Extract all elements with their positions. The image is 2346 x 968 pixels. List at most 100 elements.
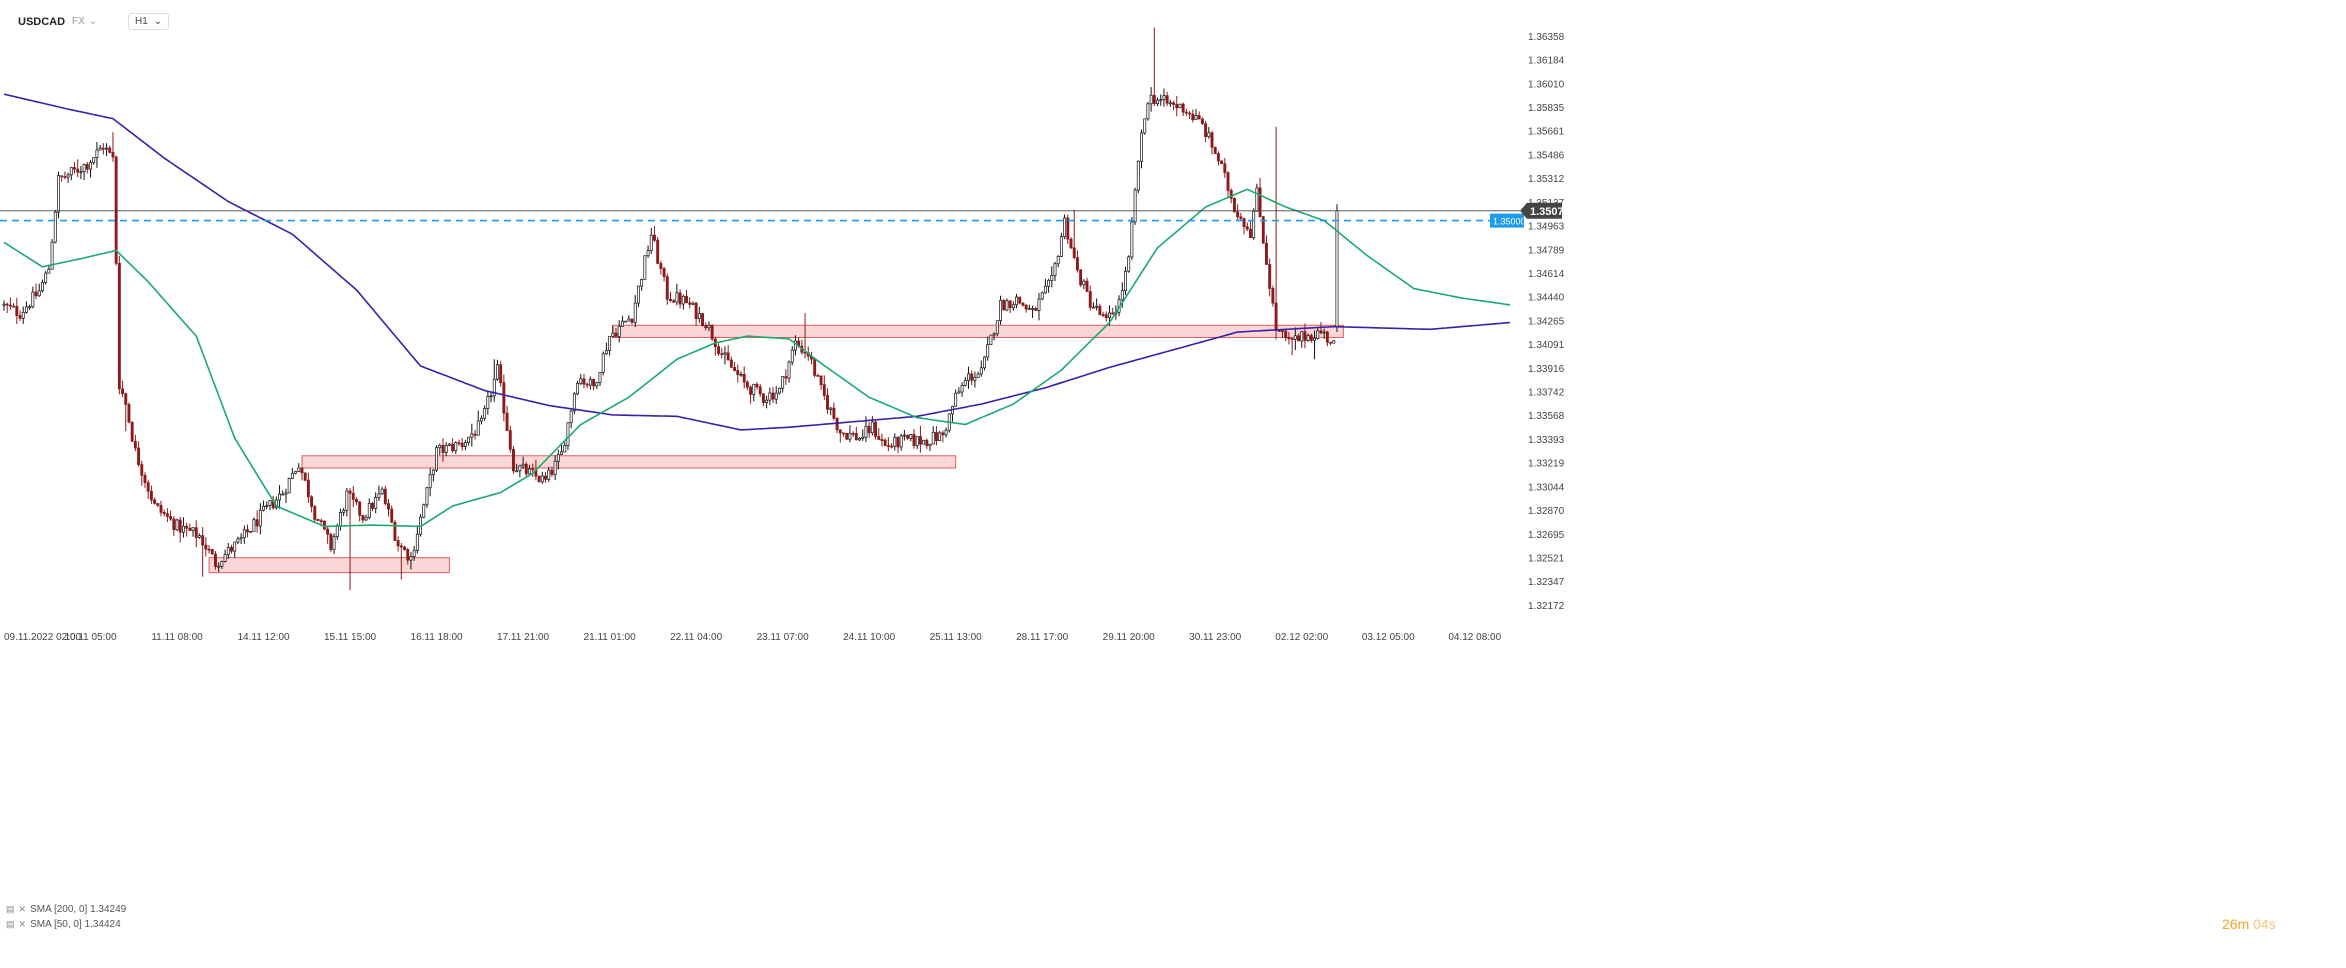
candle-body: [1098, 305, 1102, 315]
candle: [685, 289, 688, 304]
support-resistance-zone: [301, 455, 957, 469]
candle: [1335, 204, 1339, 333]
eye-icon[interactable]: ▤: [6, 919, 15, 929]
timeframe-dropdown[interactable]: H1 ⌄: [128, 13, 170, 30]
candle: [294, 471, 298, 475]
candle-body: [1252, 210, 1256, 239]
candle: [37, 283, 41, 297]
candle: [236, 536, 240, 545]
candle-body: [12, 305, 16, 308]
candle: [832, 402, 836, 421]
candle-body: [53, 211, 57, 243]
candle: [717, 343, 720, 357]
candle: [899, 433, 903, 451]
candle: [608, 336, 612, 356]
candle: [1249, 220, 1252, 239]
candle-body: [463, 442, 467, 447]
candle-body: [585, 383, 589, 386]
candle: [999, 295, 1002, 325]
candle-body: [989, 334, 993, 345]
candle-body: [858, 438, 861, 441]
candle: [925, 438, 929, 449]
candle-body: [560, 451, 563, 456]
candle-body: [127, 404, 131, 423]
candle-body: [1152, 94, 1156, 104]
legend-item-sma200[interactable]: ▤ ✕ SMA [200, 0] 1.34249: [6, 902, 126, 917]
candle-body: [569, 410, 573, 424]
close-icon[interactable]: ✕: [18, 919, 27, 929]
support-resistance-zone: [612, 324, 1344, 338]
symbol-label[interactable]: USDCAD: [18, 16, 66, 28]
candle-body: [345, 490, 349, 511]
x-tick-label: 22.11 04:00: [670, 632, 723, 643]
candle: [723, 346, 727, 365]
candle-body: [794, 340, 797, 351]
candle: [976, 371, 980, 378]
candle: [428, 468, 432, 497]
candle: [829, 406, 833, 416]
candle-body: [669, 298, 672, 301]
legend-item-sma50[interactable]: ▤ ✕ SMA [50, 0] 1.34424: [6, 917, 126, 932]
candle-body: [60, 175, 64, 178]
candle: [457, 439, 461, 447]
candle-body: [255, 519, 259, 527]
candle: [720, 348, 724, 359]
candle-body: [973, 377, 977, 381]
candle: [329, 532, 333, 553]
y-tick-label: 1.36010: [1528, 79, 1565, 90]
candle-body: [656, 239, 660, 264]
candle: [393, 519, 397, 542]
close-icon[interactable]: ✕: [18, 904, 27, 914]
candle: [524, 461, 528, 477]
candle-body: [149, 490, 153, 501]
candle-body: [787, 361, 791, 379]
candle-body: [1015, 296, 1018, 306]
candle: [1024, 303, 1028, 313]
indicator-legend: ▤ ✕ SMA [200, 0] 1.34249 ▤ ✕ SMA [50, 0]…: [6, 902, 126, 932]
candle-body: [999, 300, 1002, 321]
x-tick-label: 02.12 02:00: [1275, 632, 1328, 643]
candle: [476, 410, 480, 436]
y-tick-label: 1.32521: [1528, 554, 1565, 565]
candle-body: [117, 262, 121, 390]
candle: [620, 315, 624, 327]
candle: [704, 322, 708, 331]
candle-body: [1207, 132, 1211, 138]
candle: [588, 376, 592, 390]
y-tick-label: 1.33742: [1528, 388, 1565, 399]
candle-body: [1053, 263, 1057, 276]
candle-body: [428, 474, 432, 489]
candle: [669, 291, 672, 303]
symbol-type-dropdown[interactable]: FX ⌄: [72, 16, 97, 27]
candle: [1124, 266, 1127, 296]
candle-body: [1037, 298, 1041, 311]
candle-body: [1149, 94, 1153, 105]
candle-body: [358, 501, 362, 516]
candle: [963, 376, 967, 387]
candle-body: [1197, 115, 1201, 120]
candle-body: [121, 388, 125, 395]
candle-body: [653, 234, 656, 241]
candle-body: [393, 521, 397, 541]
candle-body: [845, 432, 849, 440]
candle: [483, 405, 487, 421]
eye-icon[interactable]: ▤: [6, 904, 15, 914]
candle-body: [460, 442, 464, 447]
candle: [912, 429, 916, 449]
candle-body: [611, 332, 615, 337]
y-tick-label: 1.36358: [1528, 32, 1565, 43]
y-tick-label: 1.34091: [1528, 340, 1565, 351]
chevron-down-icon: ⌄: [88, 16, 98, 27]
candle: [265, 501, 269, 510]
candle: [473, 429, 477, 440]
candle-body: [630, 318, 634, 323]
candle: [617, 320, 621, 343]
candle-body: [92, 157, 96, 163]
candle: [268, 500, 272, 511]
candle: [826, 388, 829, 414]
candle: [1316, 327, 1320, 340]
x-tick-label: 29.11 20:00: [1103, 632, 1156, 643]
candle-body: [749, 386, 753, 395]
candle: [73, 162, 76, 174]
